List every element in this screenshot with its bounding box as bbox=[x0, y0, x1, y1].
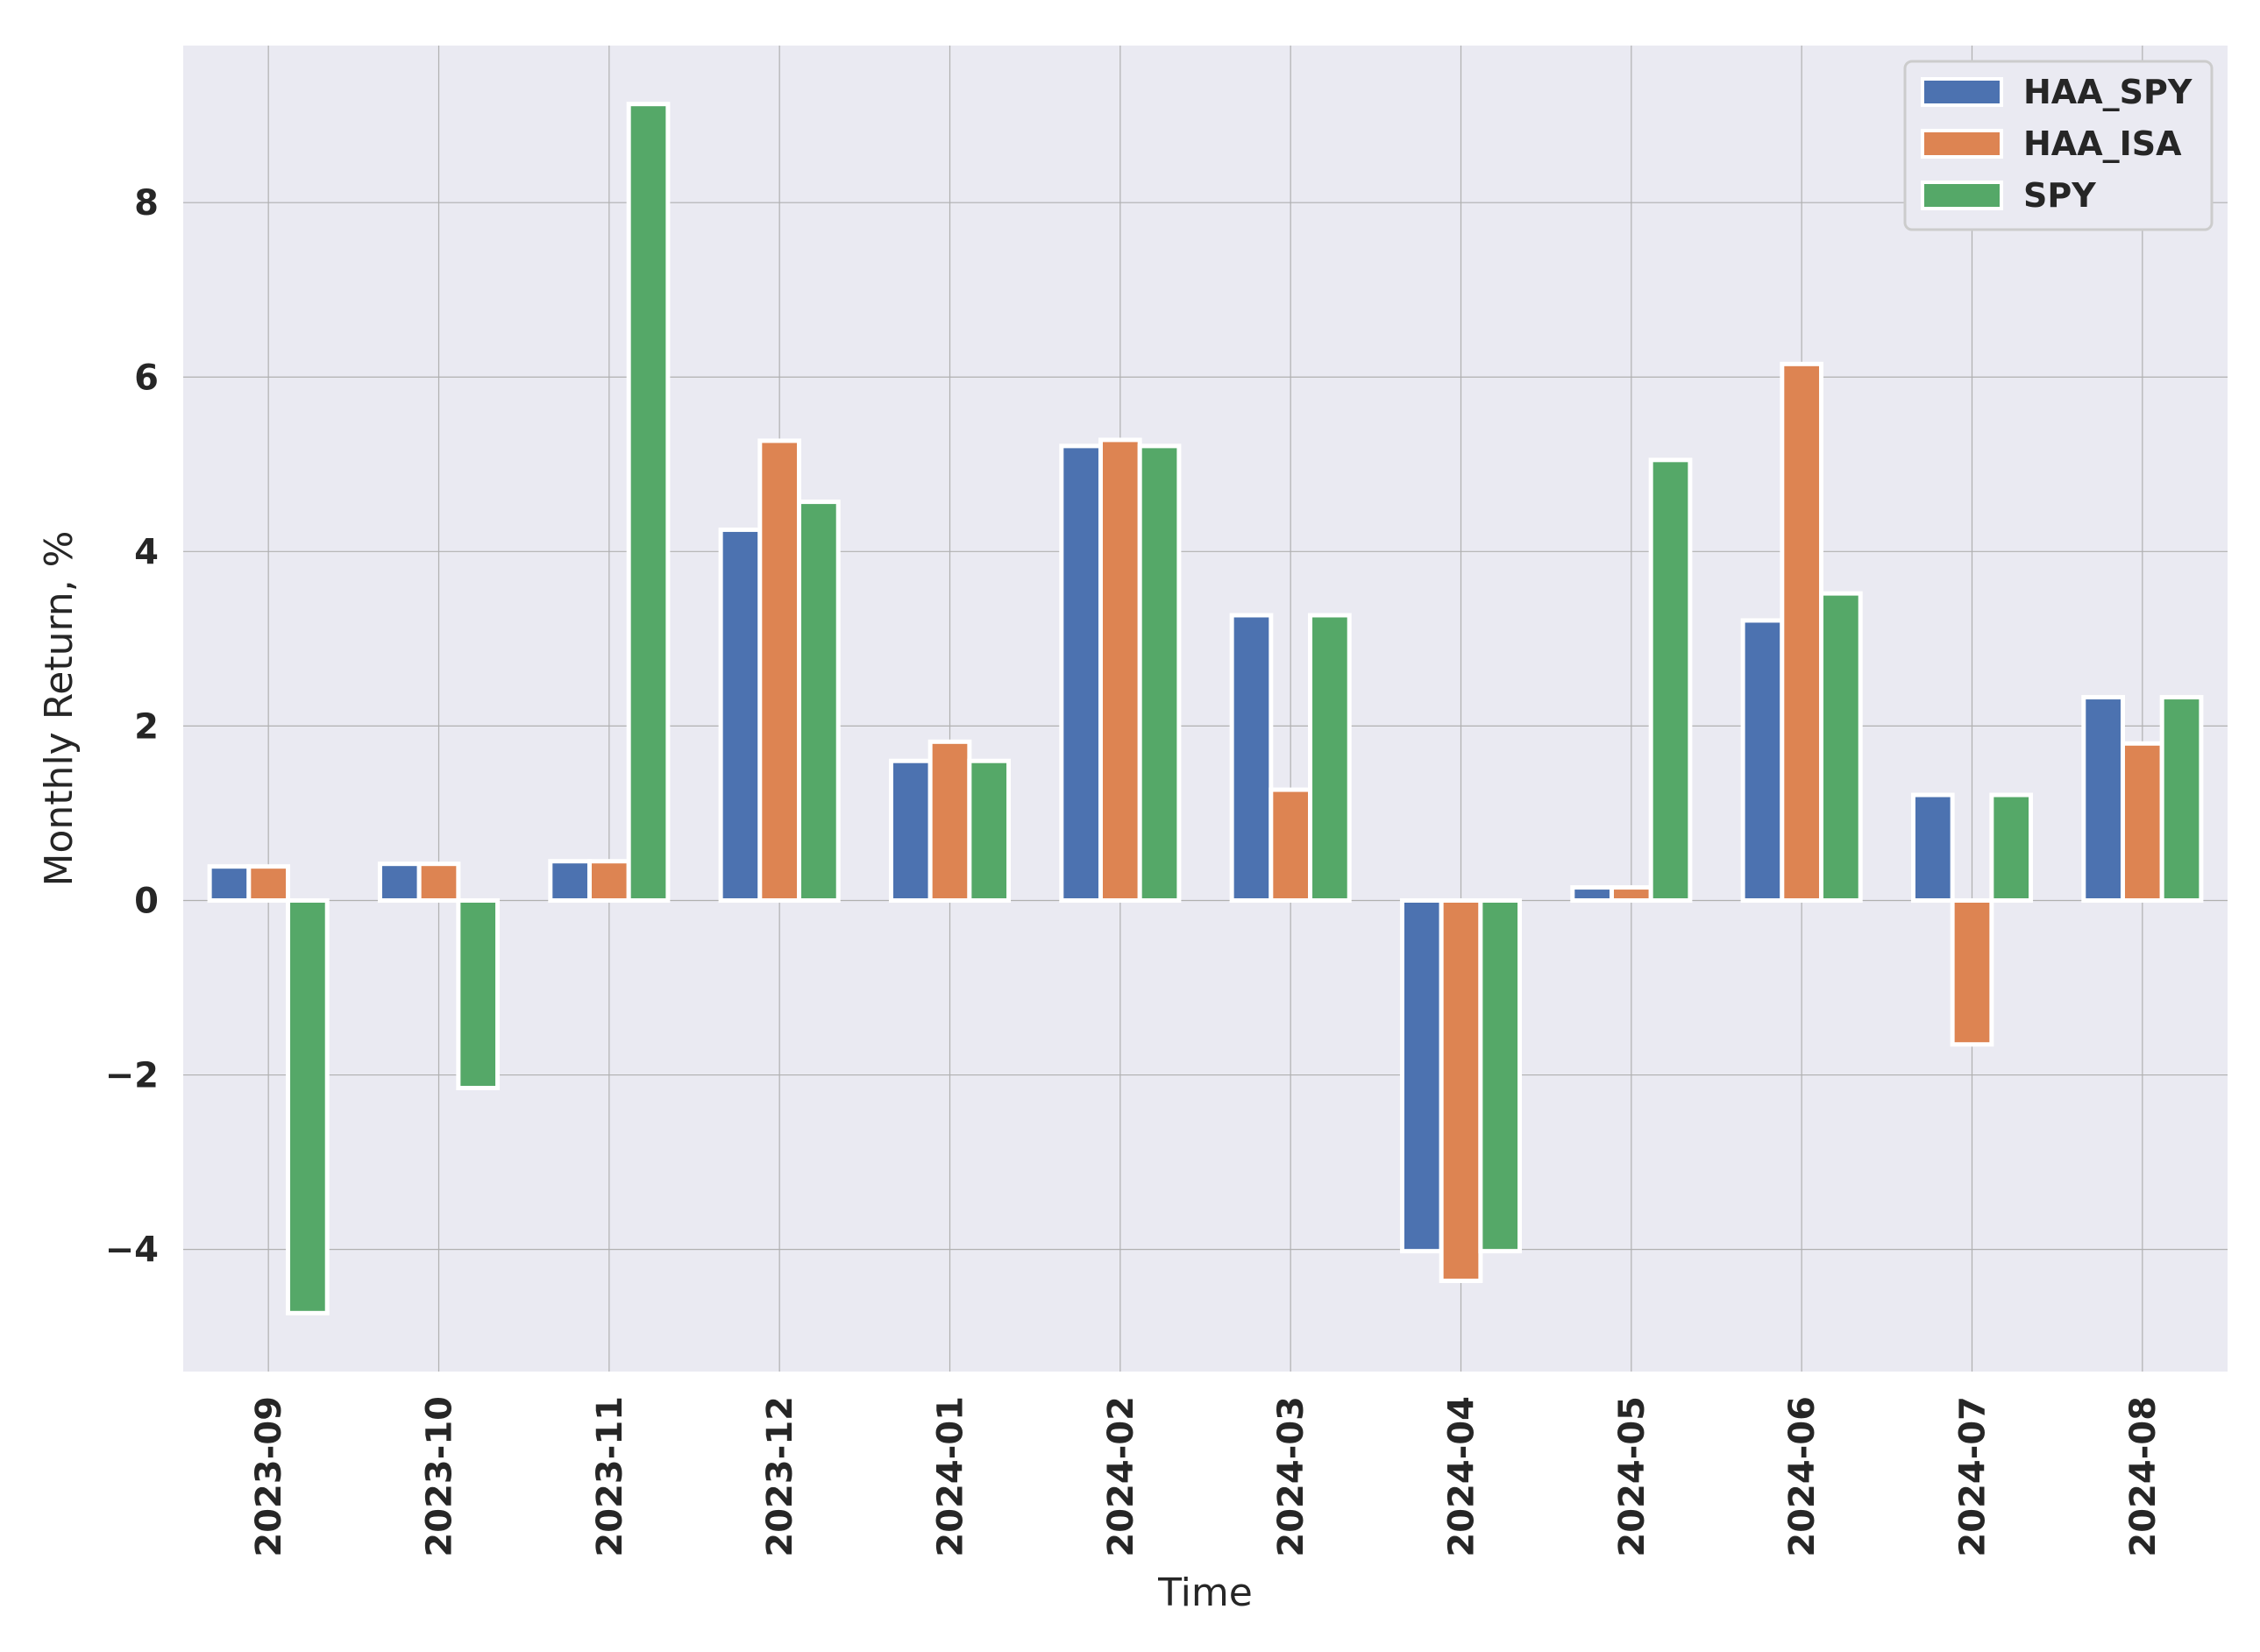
bar-haa-isa bbox=[1098, 437, 1142, 903]
plot-area bbox=[183, 46, 2228, 1372]
x-tick-label: 2023-12 bbox=[760, 1396, 800, 1557]
bar-spy bbox=[2159, 695, 2204, 903]
bar-haa-isa bbox=[246, 864, 291, 903]
bar-spy bbox=[626, 102, 671, 903]
y-tick-label: 8 bbox=[134, 183, 159, 223]
bar-haa-isa bbox=[1780, 361, 1824, 903]
bar-haa-spy bbox=[1059, 443, 1103, 903]
y-tick-label: 6 bbox=[134, 358, 159, 398]
bar-spy bbox=[797, 500, 841, 903]
bar-spy bbox=[1819, 591, 1863, 903]
x-tick-label: 2023-09 bbox=[249, 1396, 289, 1557]
x-tick-label: 2024-01 bbox=[931, 1396, 971, 1557]
tick-layer: −4 −2 0 2 4 6 8 2023-09 2023-10 2023-11 2023-12 202… bbox=[105, 183, 2164, 1556]
bar-haa-isa bbox=[1609, 885, 1653, 903]
bar-haa-spy bbox=[2081, 695, 2125, 903]
legend-label: HAA_ISA bbox=[2023, 124, 2182, 163]
bar-spy bbox=[1648, 457, 1693, 903]
x-axis-title: Time bbox=[1157, 1570, 1253, 1615]
legend-label: SPY bbox=[2023, 176, 2096, 215]
bar-haa-spy bbox=[718, 527, 763, 903]
bar-haa-spy bbox=[888, 758, 933, 903]
x-tick-label: 2024-08 bbox=[2123, 1396, 2164, 1557]
bar-haa-spy bbox=[548, 859, 592, 903]
bar-haa-spy bbox=[1740, 618, 1785, 903]
bar-haa-isa bbox=[927, 739, 972, 903]
bar-spy bbox=[967, 758, 1012, 903]
y-tick-label: −4 bbox=[105, 1230, 159, 1271]
bar-spy bbox=[1137, 443, 1182, 903]
bar-spy bbox=[456, 897, 501, 1090]
y-tick-label: 2 bbox=[134, 706, 159, 747]
bar-spy bbox=[1478, 897, 1523, 1254]
bar-haa-isa bbox=[1269, 787, 1313, 903]
bar-spy bbox=[1989, 792, 2034, 903]
bar-haa-isa bbox=[586, 859, 631, 903]
bar-haa-isa bbox=[2120, 741, 2164, 903]
bar-haa-spy bbox=[1570, 885, 1614, 903]
legend-swatch bbox=[1921, 129, 2003, 159]
y-tick-label: −2 bbox=[105, 1056, 159, 1096]
bar-haa-spy bbox=[207, 864, 252, 903]
x-tick-label: 2023-11 bbox=[590, 1396, 630, 1557]
bar-haa-spy bbox=[1910, 792, 1955, 903]
x-tick-label: 2024-02 bbox=[1101, 1396, 1141, 1557]
bar-haa-isa bbox=[1439, 897, 1483, 1283]
bar-haa-spy bbox=[1399, 897, 1444, 1254]
x-tick-label: 2023-10 bbox=[420, 1396, 460, 1557]
x-tick-label: 2024-05 bbox=[1612, 1396, 1652, 1557]
bar-haa-spy bbox=[377, 861, 422, 903]
bar-spy bbox=[286, 897, 330, 1315]
bar-haa-spy bbox=[1229, 613, 1274, 903]
x-tick-label: 2024-07 bbox=[1953, 1396, 1993, 1557]
bar-spy bbox=[1308, 613, 1352, 903]
legend-swatch bbox=[1921, 181, 2003, 210]
bar-haa-isa bbox=[416, 861, 461, 903]
bar-haa-isa bbox=[757, 438, 802, 903]
y-axis-title: Monthly Return, % bbox=[37, 531, 82, 887]
legend-label: HAA_SPY bbox=[2023, 73, 2192, 111]
bar-layer bbox=[207, 102, 2204, 1315]
bar-haa-isa bbox=[1950, 897, 1994, 1047]
y-tick-label: 0 bbox=[134, 881, 159, 921]
x-tick-label: 2024-04 bbox=[1442, 1396, 1482, 1557]
y-tick-label: 4 bbox=[134, 532, 159, 572]
legend: HAA_SPY HAA_ISA SPY bbox=[1903, 60, 2214, 231]
legend-swatch bbox=[1921, 77, 2003, 107]
x-tick-label: 2024-06 bbox=[1782, 1396, 1823, 1557]
x-tick-label: 2024-03 bbox=[1271, 1396, 1311, 1557]
